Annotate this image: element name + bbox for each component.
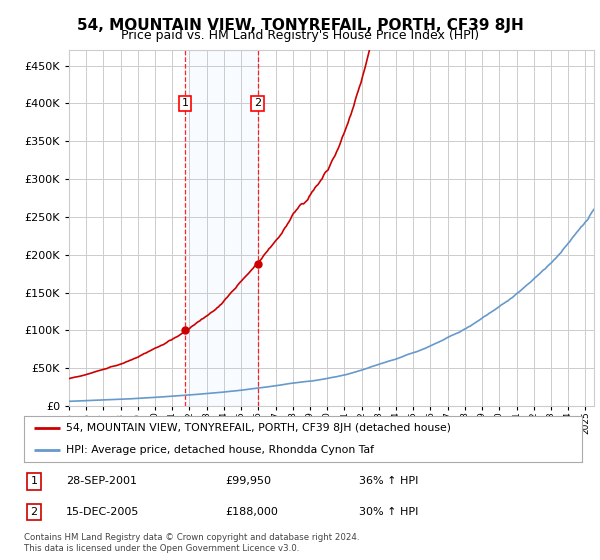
Text: 54, MOUNTAIN VIEW, TONYREFAIL, PORTH, CF39 8JH (detached house): 54, MOUNTAIN VIEW, TONYREFAIL, PORTH, CF… (66, 423, 451, 433)
Text: 28-SEP-2001: 28-SEP-2001 (66, 477, 137, 486)
Text: 1: 1 (31, 477, 38, 486)
Text: 54, MOUNTAIN VIEW, TONYREFAIL, PORTH, CF39 8JH: 54, MOUNTAIN VIEW, TONYREFAIL, PORTH, CF… (77, 18, 523, 33)
Text: 36% ↑ HPI: 36% ↑ HPI (359, 477, 418, 486)
Text: Price paid vs. HM Land Registry's House Price Index (HPI): Price paid vs. HM Land Registry's House … (121, 29, 479, 42)
Text: 30% ↑ HPI: 30% ↑ HPI (359, 507, 418, 517)
Text: Contains HM Land Registry data © Crown copyright and database right 2024.
This d: Contains HM Land Registry data © Crown c… (24, 533, 359, 553)
Bar (185, 50, 257, 406)
Text: 2: 2 (31, 507, 38, 517)
Text: HPI: Average price, detached house, Rhondda Cynon Taf: HPI: Average price, detached house, Rhon… (66, 445, 374, 455)
Text: £99,950: £99,950 (225, 477, 271, 486)
Text: 2: 2 (254, 99, 261, 109)
Text: 15-DEC-2005: 15-DEC-2005 (66, 507, 139, 517)
Text: £188,000: £188,000 (225, 507, 278, 517)
Text: 1: 1 (182, 99, 188, 109)
